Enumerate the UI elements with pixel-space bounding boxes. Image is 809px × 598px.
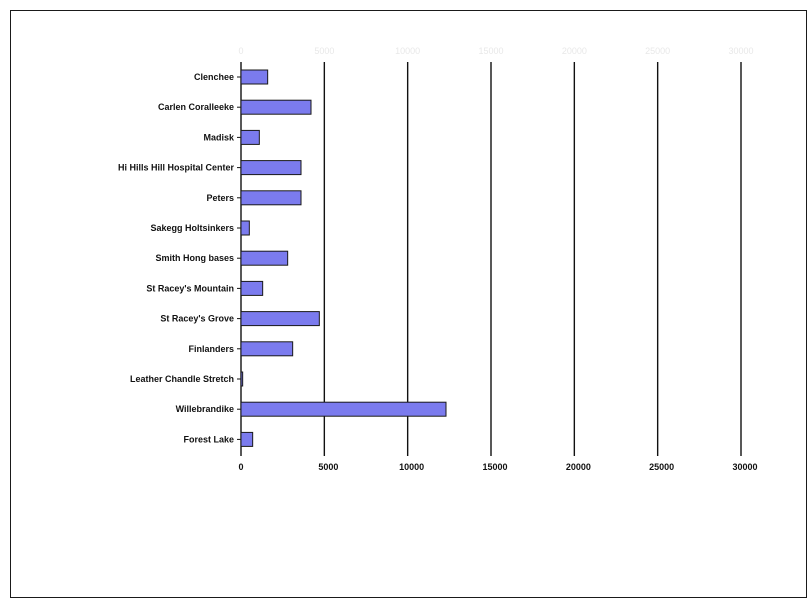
bar xyxy=(240,250,289,266)
category-label: Madisk xyxy=(203,132,235,142)
category-label: Forest Lake xyxy=(183,434,234,444)
category-label: St Racey's Grove xyxy=(160,314,234,324)
category-label: Hi Hills Hill Hospital Center xyxy=(118,163,235,173)
bar xyxy=(240,371,244,387)
chart-frame xyxy=(10,10,807,598)
x-tick-label: 15000 xyxy=(482,462,507,472)
category-label: Peters xyxy=(206,193,234,203)
category-label: St Racey's Mountain xyxy=(146,283,234,293)
top-tick-label: 5000 xyxy=(314,46,334,56)
bar xyxy=(240,190,302,206)
bar xyxy=(240,220,250,236)
category-label: Finlanders xyxy=(188,344,234,354)
category-label: Carlen Coralleeke xyxy=(158,102,234,112)
x-tick-label: 20000 xyxy=(566,462,591,472)
x-tick-label: 25000 xyxy=(649,462,674,472)
bar xyxy=(240,69,269,85)
x-tick-label: 5000 xyxy=(318,462,338,472)
bar xyxy=(240,280,264,296)
x-tick-label: 10000 xyxy=(399,462,424,472)
bar xyxy=(240,431,254,447)
category-label: Sakegg Holtsinkers xyxy=(150,223,234,233)
bar xyxy=(240,341,294,357)
bar xyxy=(240,129,260,145)
category-label: Leather Chandle Stretch xyxy=(130,374,234,384)
top-tick-label: 10000 xyxy=(395,46,420,56)
category-label: Willebrandike xyxy=(176,404,234,414)
category-label: Clenchee xyxy=(194,72,234,82)
top-tick-label: 15000 xyxy=(478,46,503,56)
x-tick-label: 30000 xyxy=(732,462,757,472)
top-tick-label: 20000 xyxy=(562,46,587,56)
bar xyxy=(240,401,447,417)
top-tick-label: 25000 xyxy=(645,46,670,56)
bar xyxy=(240,160,302,176)
bar xyxy=(240,99,312,115)
bar xyxy=(240,311,320,327)
x-tick-label: 0 xyxy=(238,462,243,472)
top-tick-label: 0 xyxy=(238,46,243,56)
top-tick-label: 30000 xyxy=(728,46,753,56)
category-label: Smith Hong bases xyxy=(155,253,234,263)
